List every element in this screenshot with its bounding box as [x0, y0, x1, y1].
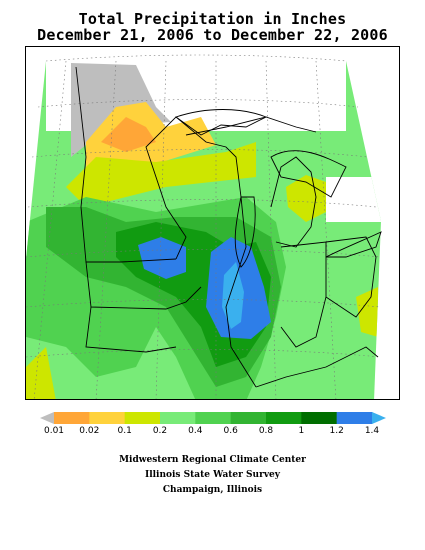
legend-swatch	[54, 412, 90, 424]
legend-swatch	[195, 412, 232, 424]
legend-tick-label: 1	[298, 426, 305, 436]
legend-tick-label: 0.1	[117, 426, 132, 436]
legend-swatch	[230, 412, 267, 424]
precipitation-legend	[40, 412, 386, 424]
lake-outlines	[175, 109, 382, 268]
map-title: Total Precipitation in Inches	[78, 10, 347, 28]
legend-tick-label: 0.4	[188, 426, 203, 436]
legend-tick-label: 0.01	[43, 426, 65, 436]
legend-tick-label: 0.8	[258, 426, 274, 436]
precipitation-field	[26, 61, 381, 399]
legend-tick-label: 1.4	[364, 426, 380, 436]
state-boundaries	[75, 66, 379, 388]
legend-swatch	[124, 412, 161, 424]
legend-swatch	[301, 412, 338, 424]
map-date-range: December 21, 2006 to December 22, 2006	[37, 26, 388, 44]
legend-swatch-below	[40, 412, 54, 424]
legend-swatch	[266, 412, 302, 424]
credit-line-2: Illinois State Water Survey	[144, 470, 281, 480]
legend-tick-label: 0.02	[79, 426, 100, 436]
legend-swatch	[336, 412, 373, 424]
credit-line-1: Midwestern Regional Climate Center	[119, 455, 306, 465]
legend-swatch	[89, 412, 126, 424]
precipitation-map	[25, 46, 400, 400]
legend-swatch	[160, 412, 196, 424]
legend-tick-label: 1.2	[329, 426, 344, 436]
legend-tick-label: 0.2	[152, 426, 168, 436]
legend-tick-label: 0.6	[223, 426, 238, 436]
legend-swatch-above	[372, 412, 386, 424]
precipitation-map-svg	[26, 54, 382, 399]
graticule	[26, 54, 381, 399]
credit-line-3: Champaign, Illinois	[162, 485, 263, 495]
